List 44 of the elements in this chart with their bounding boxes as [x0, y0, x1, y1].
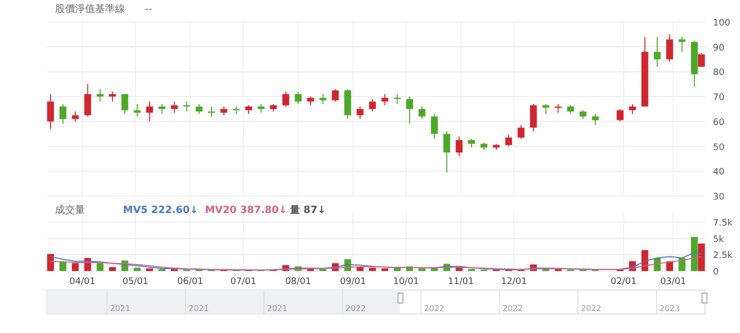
x-tick-label: 02/01 [610, 277, 637, 287]
y-tick-label: 5k [713, 234, 725, 245]
bar [109, 267, 116, 271]
y-tick-label: 60 [713, 118, 725, 128]
text: MV5 222.60↓ [123, 205, 198, 216]
y-tick-label: 30 [713, 192, 725, 202]
bar [146, 268, 154, 271]
y-tick-label: 2.5k [713, 251, 734, 262]
y-tick-label: 40 [713, 168, 725, 178]
x-tick-label: 04/01 [69, 277, 96, 287]
y-tick-label: 90 [713, 43, 725, 54]
x-tick-label: 06/01 [177, 277, 204, 287]
y-tick-label: 80 [713, 68, 725, 78]
x-tick-label: 11/01 [448, 277, 474, 287]
x-tick-label: 12/01 [501, 277, 527, 287]
bar [96, 263, 104, 271]
bar [72, 263, 79, 271]
bar [698, 244, 705, 271]
chart-subtitle: -- [145, 4, 153, 15]
text: 量 87↓ [289, 204, 326, 216]
bar [418, 268, 426, 271]
x-tick-label: 09/01 [340, 277, 366, 287]
bar [381, 268, 388, 271]
bar [641, 250, 648, 271]
text: MV20 387.80↓ [205, 205, 288, 216]
navigator: 2021 2021 2021 2022 2022 2022 2022 2023 [46, 290, 708, 314]
bar [369, 268, 376, 271]
y-tick-label: 7.5k [713, 218, 734, 228]
bar [134, 268, 141, 271]
bar [690, 237, 698, 271]
bar [47, 254, 54, 271]
y-tick-label: 70 [713, 93, 725, 104]
x-tick-label: 08/01 [285, 277, 312, 287]
x-tick-label: 07/01 [230, 277, 256, 287]
y-tick-label: 50 [713, 142, 725, 153]
x-tick-label: 10/01 [393, 277, 420, 287]
x-tick-label: 05/01 [122, 277, 148, 287]
bar [678, 258, 686, 271]
chart-title: 成交量 [55, 204, 85, 216]
y-tick-label: 100 [713, 18, 730, 28]
y-tick-label: 0 [713, 268, 719, 278]
x-tick-label: 03/01 [660, 277, 686, 287]
line-series [50, 256, 702, 270]
chart-title: 股價淨值基準線 [55, 3, 125, 15]
